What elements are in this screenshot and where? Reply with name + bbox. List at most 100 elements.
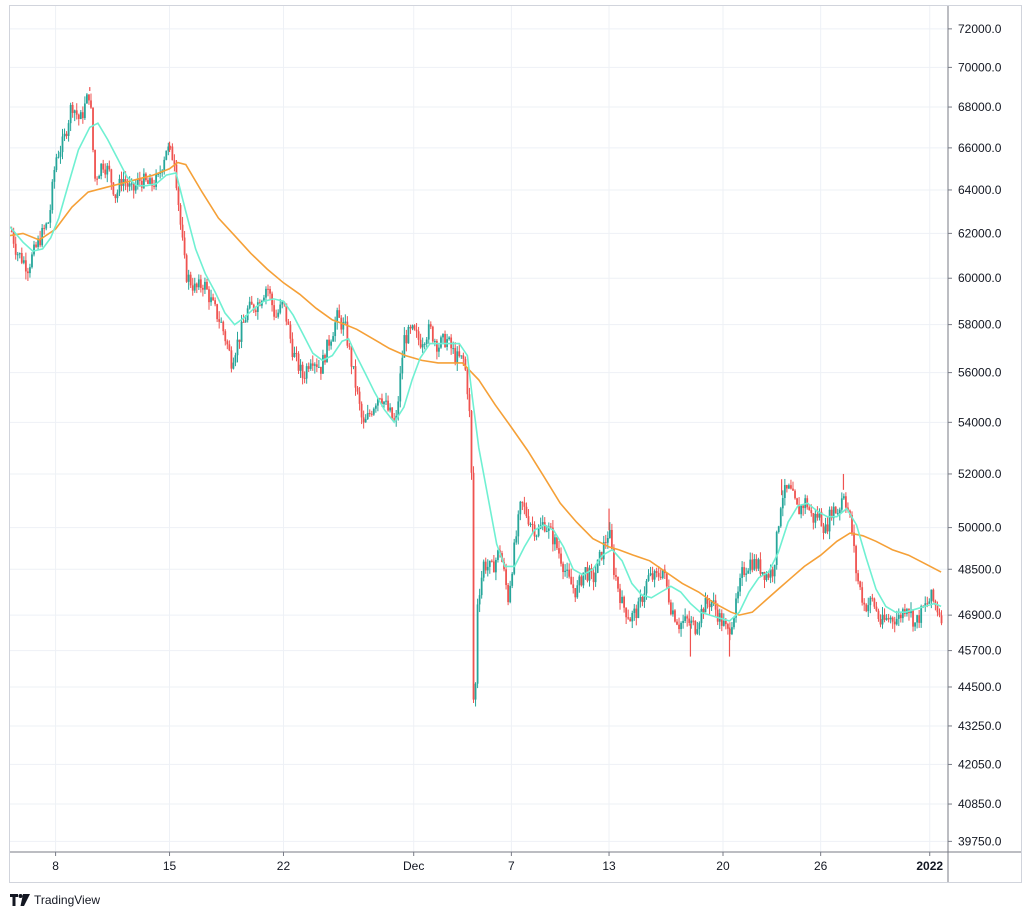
candle-body	[234, 355, 237, 363]
candle-body	[916, 615, 919, 623]
candle-body	[824, 524, 827, 533]
candle-body	[220, 321, 223, 323]
candle-body	[669, 602, 672, 615]
candle-body	[584, 567, 587, 573]
candle-body	[332, 336, 335, 342]
candle-body	[627, 617, 630, 619]
candle-body	[698, 623, 701, 630]
candle-body	[672, 610, 674, 615]
candle-body	[22, 260, 25, 263]
candle-body	[320, 366, 322, 374]
candle-body	[27, 271, 29, 274]
candle-body	[53, 169, 56, 182]
candle-body	[826, 524, 829, 532]
candle-body	[816, 513, 819, 518]
candle-body	[458, 351, 461, 357]
candle-body	[313, 364, 316, 366]
candle-body	[857, 573, 859, 582]
candle-body	[924, 603, 927, 607]
candle-body	[694, 621, 697, 634]
candle-body	[702, 608, 705, 613]
candle-body	[425, 339, 428, 344]
candle-body	[885, 618, 888, 620]
candle-body	[71, 104, 74, 113]
candle-body	[279, 304, 282, 313]
price-tick-label: 43250.0	[958, 719, 1002, 733]
candle-body	[254, 310, 257, 312]
candle-body	[488, 560, 491, 567]
candle-body	[688, 618, 691, 623]
tradingview-logo[interactable]: TradingView	[10, 893, 100, 907]
candle-body	[37, 238, 39, 247]
candle-body	[132, 183, 135, 191]
candle-body	[836, 513, 839, 515]
price-tick-label: 64000.0	[958, 183, 1002, 197]
candle-body	[63, 133, 66, 137]
candle-body	[582, 572, 585, 586]
candle-body	[897, 614, 900, 619]
candle-body	[187, 274, 190, 282]
candle-body	[112, 182, 115, 195]
candle-body	[374, 405, 377, 409]
candle-body	[643, 593, 646, 603]
candle-body	[305, 366, 308, 379]
candle-body	[633, 608, 636, 613]
candle-body	[413, 325, 416, 330]
candle-body	[810, 510, 813, 514]
candle-body	[830, 509, 833, 519]
candle-body	[147, 180, 149, 184]
time-tick-label: 13	[602, 859, 616, 873]
candle-body	[608, 529, 611, 538]
candle-body	[291, 338, 294, 358]
price-tick-label: 58000.0	[958, 318, 1002, 332]
candle-body	[177, 188, 180, 206]
candle-body	[659, 576, 662, 578]
candle-body	[692, 620, 695, 622]
candle-body	[684, 616, 687, 621]
candle-body	[637, 601, 640, 619]
candle-body	[800, 505, 803, 515]
candle-body	[173, 160, 176, 165]
candle-body	[442, 333, 444, 338]
candle-body	[236, 339, 239, 356]
candle-body	[456, 351, 459, 364]
candle-body	[529, 523, 532, 525]
price-tick-label: 48500.0	[958, 562, 1002, 576]
candle-body	[920, 606, 923, 623]
candle-body	[765, 574, 768, 580]
candle-body	[167, 146, 170, 151]
candle-body	[165, 150, 168, 160]
tradingview-logo-icon	[10, 894, 30, 906]
candle-body	[759, 559, 762, 574]
candle-body	[75, 110, 78, 115]
candle-body	[737, 591, 739, 599]
candle-body	[440, 337, 442, 348]
candle-body	[820, 511, 823, 527]
time-tick-label: 26	[814, 859, 828, 873]
candle-body	[399, 373, 402, 402]
candle-body	[67, 123, 70, 136]
candle-body	[100, 163, 103, 177]
candle-body	[379, 398, 381, 400]
time-tick-label: 15	[163, 859, 177, 873]
candle-body	[124, 179, 127, 183]
candle-body	[735, 598, 737, 618]
candle-body	[940, 615, 943, 624]
time-axis[interactable]: 8 15 22 Dec 7 13 20 26 2022	[52, 852, 943, 873]
candle-body	[344, 321, 347, 323]
candle-body	[248, 301, 251, 309]
candle-body	[267, 288, 269, 290]
candle-body	[328, 339, 330, 346]
candle-body	[847, 507, 849, 511]
candle-body	[936, 605, 939, 613]
candle-body	[515, 536, 518, 543]
candle-body	[383, 401, 385, 405]
candle-body	[930, 589, 933, 602]
candle-body	[24, 260, 27, 272]
candle-body	[466, 369, 469, 395]
candle-body	[763, 572, 766, 580]
candle-body	[370, 413, 373, 415]
candle-body	[77, 114, 80, 119]
price-axis[interactable]: 72000.0 70000.0 68000.0 66000.0 64000.0 62000…	[948, 22, 1002, 849]
